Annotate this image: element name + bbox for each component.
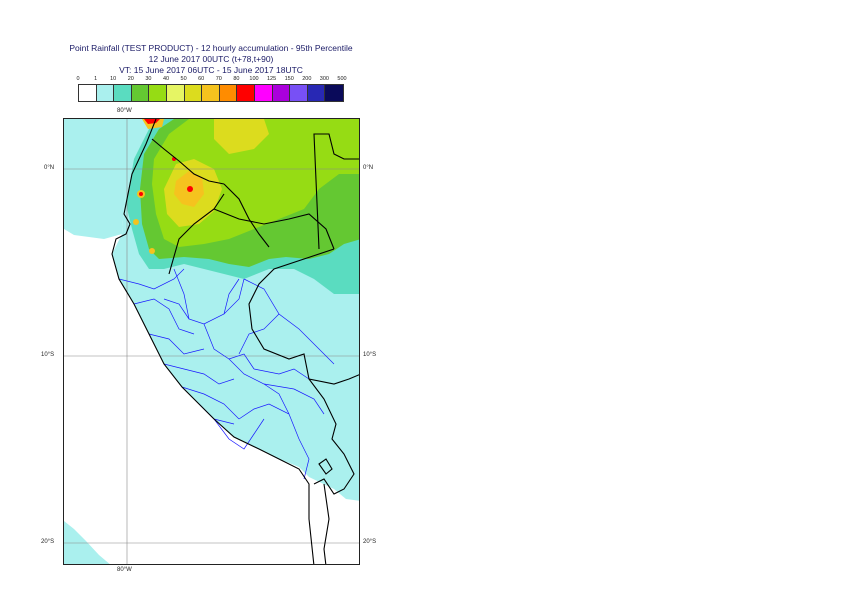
legend-swatch — [272, 85, 291, 101]
legend-swatch — [131, 85, 150, 101]
lon-label-top: 80°W — [117, 108, 132, 114]
legend-swatch — [219, 85, 238, 101]
lon-label-bottom: 80°W — [117, 567, 132, 573]
legend-swatch — [114, 85, 132, 101]
legend-swatch — [202, 85, 220, 101]
legend-swatch — [166, 85, 185, 101]
ocean-rain-upper — [64, 119, 156, 239]
map-svg — [64, 119, 359, 564]
legend-swatch — [290, 85, 308, 101]
legend-swatch — [325, 85, 343, 101]
legend-swatch — [254, 85, 273, 101]
legend-swatch — [184, 85, 203, 101]
legend-label: 10 — [110, 76, 117, 82]
legend-label: 1 — [94, 76, 98, 82]
legend-swatch — [96, 85, 115, 101]
land-rain-yellow-2 — [214, 119, 269, 154]
legend-color-bar — [78, 84, 344, 102]
legend-swatch — [307, 85, 326, 101]
ocean-rain-lower-left — [64, 521, 110, 564]
lat-label-right-10s: 10°S — [363, 352, 377, 358]
legend-label: 20 — [127, 76, 134, 82]
lat-label-left-0: 0°N — [44, 165, 55, 171]
rain-red-spot — [139, 192, 143, 196]
lat-label-right-0: 0°N — [363, 165, 374, 171]
legend-label: 60 — [198, 76, 205, 82]
legend-label: 500 — [337, 76, 347, 82]
legend-label: 30 — [145, 76, 152, 82]
legend-threshold-labels: 0 1 10 20 30 40 50 60 70 80 100 125 150 … — [0, 76, 842, 85]
legend-label: 50 — [180, 76, 187, 82]
legend-swatch — [79, 85, 97, 101]
rainfall-map — [63, 118, 360, 565]
legend-swatch — [149, 85, 167, 101]
legend-label: 300 — [319, 76, 329, 82]
rain-orange-spot — [149, 248, 155, 254]
map-valid-time: VT: 15 June 2017 06UTC - 15 June 2017 18… — [119, 65, 303, 75]
legend-label: 80 — [233, 76, 240, 82]
legend-label: 40 — [162, 76, 170, 82]
lat-label-right-20s: 20°S — [363, 539, 377, 545]
lat-label-left-10s: 10°S — [41, 352, 55, 358]
legend-label: 100 — [249, 76, 259, 82]
lat-label-left-20s: 20°S — [41, 539, 55, 545]
legend-label: 150 — [284, 76, 294, 82]
legend-label: 200 — [302, 76, 312, 82]
legend-label: 70 — [215, 76, 222, 82]
legend-swatch — [237, 85, 255, 101]
map-title: Point Rainfall (TEST PRODUCT) - 12 hourl… — [69, 43, 353, 53]
legend-label: 0 — [76, 76, 80, 82]
regional-boundaries — [118, 268, 335, 480]
graticule — [64, 119, 359, 564]
rain-orange-spot — [133, 219, 139, 225]
rain-red-spot — [187, 186, 193, 192]
legend-label: 125 — [267, 76, 277, 82]
national-borders — [111, 119, 359, 564]
map-run-time: 12 June 2017 00UTC (t+78,t+90) — [148, 54, 274, 64]
